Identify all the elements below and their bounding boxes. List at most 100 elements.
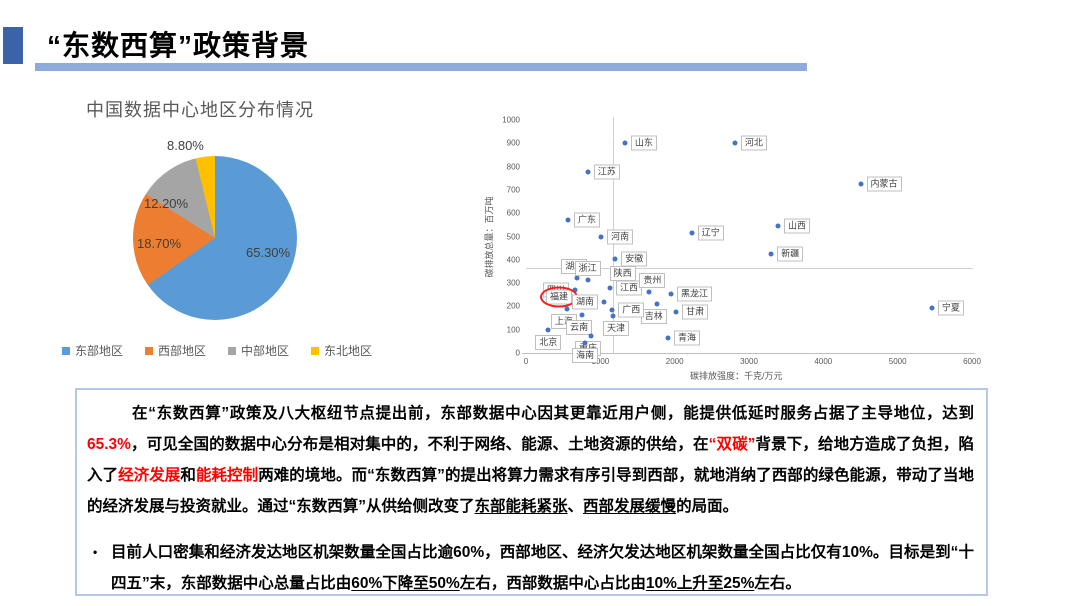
scatter-point xyxy=(582,340,588,345)
pie-label-northeast: 8.80% xyxy=(167,138,204,153)
scatter-point xyxy=(665,335,671,341)
scatter-point xyxy=(579,312,585,318)
scatter-point xyxy=(622,140,628,146)
scatter-point xyxy=(607,285,613,291)
y-axis-tick: 600 xyxy=(506,208,520,218)
scatter-point xyxy=(929,305,935,311)
scatter-point xyxy=(775,223,781,229)
scatter-point xyxy=(610,313,616,319)
scatter-label: 山西 xyxy=(783,218,810,234)
scatter-point xyxy=(574,275,580,281)
scatter-label: 北京 xyxy=(535,334,562,350)
pie-label-west: 18.70% xyxy=(137,236,182,251)
scatter-label: 山东 xyxy=(630,135,657,151)
title-underline-bar xyxy=(35,63,807,71)
scatter-point xyxy=(572,287,578,293)
body-text: 目前人口密集和经济发达地区机架数量全国占比逾60%，西部地区、经济欠发达地区机架… xyxy=(111,544,974,592)
y-axis-tick: 400 xyxy=(506,255,520,265)
y-axis-tick: 200 xyxy=(506,301,520,311)
underlined-text: 东部能耗紧张 xyxy=(474,498,568,515)
scatter-point xyxy=(598,234,604,239)
scatter-point xyxy=(668,291,674,297)
policy-note-box: 在“东数西算”政策及八大枢纽节点提出前，东部数据中心因其更靠近用户侧，能提供低延… xyxy=(75,388,988,596)
scatter-point xyxy=(673,309,679,315)
scatter-x-axis-title: 碳排放强度：千克/万元 xyxy=(690,371,783,381)
body-text: 背景下，给地方造成了负担，陷入了 xyxy=(87,436,974,484)
scatter-label: 贵州 xyxy=(639,273,666,289)
scatter-point xyxy=(564,306,570,312)
underlined-text: 西部发展缓慢 xyxy=(583,498,677,515)
highlight-red-text: “双碳” xyxy=(708,436,756,453)
horizontal-reference-line xyxy=(526,267,973,269)
x-axis-tick: 0 xyxy=(523,357,529,366)
body-text: ，可见全国的数据中心分布是相对集中的，不利于网络、能源、土地资源的供给，在 xyxy=(130,436,709,453)
x-axis-tick: 2000 xyxy=(665,357,684,366)
legend-label: 东部地区 xyxy=(75,344,124,358)
scatter-label: 新疆 xyxy=(777,246,804,262)
x-axis-tick: 6000 xyxy=(963,357,981,366)
scatter-label: 天津 xyxy=(602,320,629,336)
y-axis-tick: 100 xyxy=(506,325,520,335)
y-axis-tick: 300 xyxy=(506,278,520,288)
scatter-label: 广西 xyxy=(618,302,645,318)
x-axis-tick: 3000 xyxy=(740,357,758,366)
y-axis-tick: 1000 xyxy=(502,115,520,125)
scatter-label: 陕西 xyxy=(609,266,636,282)
body-text: 两难的境地。而“东数西算”的提出将算力需求有序引导到西部，就地消纳了西部的绿色能… xyxy=(87,467,974,515)
pie-chart-title: 中国数据中心地区分布情况 xyxy=(86,100,314,120)
body-text: 的局面。 xyxy=(676,498,739,515)
y-axis-tick: 800 xyxy=(506,162,520,172)
body-text: 左右，西部数据中心占比由 xyxy=(459,575,646,592)
scatter-point xyxy=(575,294,581,300)
x-axis-tick: 4000 xyxy=(814,357,833,366)
legend-label: 东北地区 xyxy=(324,344,373,358)
scatter-point xyxy=(565,217,571,223)
bullet-paragraph: 目前人口密集和经济发达地区机架数量全国占比逾60%，西部地区、经济欠发达地区机架… xyxy=(111,537,974,599)
scatter-label: 河北 xyxy=(740,135,767,151)
scatter-label: 云南 xyxy=(566,319,593,335)
scatter-point xyxy=(858,181,863,187)
scatter-label: 内蒙古 xyxy=(866,176,902,192)
highlight-red-text: 65.3% xyxy=(87,436,131,453)
scatter-label: 辽宁 xyxy=(697,225,724,241)
legend-label: 西部地区 xyxy=(158,344,207,358)
scatter-y-axis-title: 碳排放总量：百万吨 xyxy=(484,196,495,278)
legend-swatch-icon xyxy=(228,346,237,355)
legend-swatch-icon xyxy=(62,346,70,355)
scatter-point xyxy=(689,230,695,236)
pie-label-central: 12.20% xyxy=(144,196,189,211)
legend-label: 中部地区 xyxy=(241,344,290,358)
scatter-label: 安徽 xyxy=(621,251,648,267)
pie-legend: 东部地区 西部地区 中部地区 东北地区 xyxy=(62,342,372,359)
x-axis-tick: 5000 xyxy=(888,357,907,366)
scatter-point xyxy=(646,289,652,295)
legend-item: 东部地区 xyxy=(62,342,123,359)
bullet-row: • 目前人口密集和经济发达地区机架数量全国占比逾60%，西部地区、经济欠发达地区… xyxy=(87,537,974,599)
title-accent-square xyxy=(3,27,23,64)
scatter-label: 四川 xyxy=(543,282,570,298)
x-axis-line xyxy=(522,353,975,354)
body-text: 和 xyxy=(180,467,196,484)
pie-label-east: 65.30% xyxy=(246,245,291,260)
scatter-label: 江苏 xyxy=(593,164,620,180)
scatter-label: 湖南 xyxy=(572,294,599,310)
bullet-icon: • xyxy=(93,545,98,559)
legend-item: 东北地区 xyxy=(311,342,372,359)
scatter-label: 广东 xyxy=(573,212,600,228)
policy-paragraph: 在“东数西算”政策及八大枢纽节点提出前，东部数据中心因其更靠近用户侧，能提供低延… xyxy=(87,398,974,522)
underlined-text: 60%下降至50% xyxy=(351,575,460,592)
scatter-point xyxy=(545,327,551,333)
scatter-point xyxy=(588,333,594,339)
legend-item: 西部地区 xyxy=(145,342,206,359)
scatter-label: 湖北 xyxy=(561,259,588,275)
highlight-red-text: 经济发展 xyxy=(118,467,181,484)
body-text: 、 xyxy=(567,498,584,515)
scatter-label: 重庆 xyxy=(575,340,602,356)
scatter-label: 江西 xyxy=(615,280,642,296)
pie-chart xyxy=(133,156,297,320)
scatter-label: 上海 xyxy=(550,313,577,329)
scatter-point xyxy=(732,140,738,146)
scatter-point xyxy=(601,299,607,305)
scatter-label: 宁夏 xyxy=(937,300,964,316)
scatter-point xyxy=(585,169,591,175)
